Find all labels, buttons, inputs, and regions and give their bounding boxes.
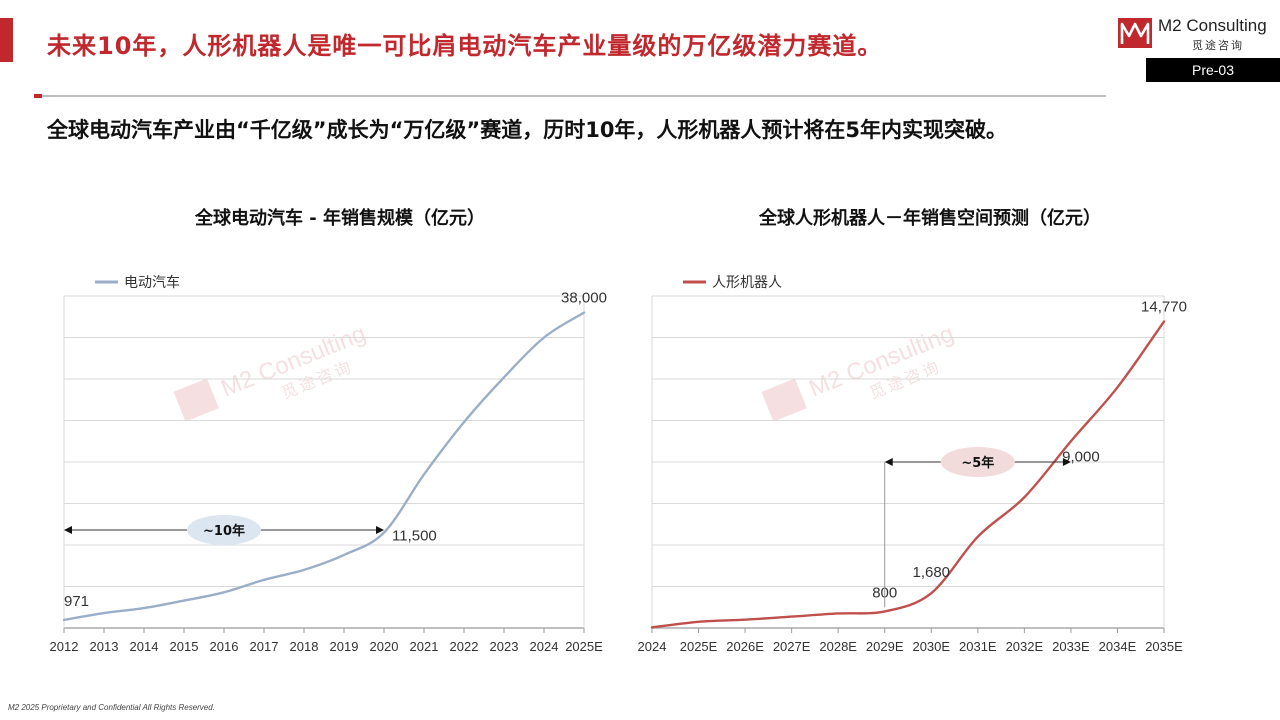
data-label: 9,000 bbox=[1062, 448, 1100, 465]
series-line bbox=[650, 320, 1166, 629]
x-tick-label: 2022 bbox=[450, 639, 479, 654]
annotation-label: ~5年 bbox=[961, 455, 994, 471]
x-tick-label: 2021 bbox=[410, 639, 439, 654]
annotation-arrow-head-right bbox=[376, 526, 384, 534]
x-tick-label: 2028E bbox=[819, 639, 857, 654]
ev-chart-title: 全球电动汽车 - 年销售规模（亿元） bbox=[194, 208, 485, 229]
data-label: 38,000 bbox=[561, 290, 607, 307]
x-tick-label: 2033E bbox=[1052, 639, 1090, 654]
annotation-arrow-head-left bbox=[64, 526, 72, 534]
page-number-badge: Pre-03 bbox=[1146, 58, 1280, 82]
x-tick-label: 2014 bbox=[130, 639, 159, 654]
x-tick-label: 2020 bbox=[370, 639, 399, 654]
slide-subtitle: 全球电动汽车产业由“千亿级”成长为“万亿级”赛道，历时10年，人形机器人预计将在… bbox=[47, 118, 1008, 142]
data-label: 971 bbox=[64, 593, 89, 610]
data-label: 11,500 bbox=[392, 528, 437, 545]
x-tick-label: 2012 bbox=[50, 639, 79, 654]
header-divider bbox=[34, 95, 1106, 97]
x-tick-label: 2025E bbox=[565, 639, 603, 654]
x-tick-label: 2031E bbox=[959, 639, 997, 654]
title-accent-bar bbox=[0, 18, 13, 62]
x-tick-label: 2035E bbox=[1145, 639, 1183, 654]
x-tick-label: 2019 bbox=[330, 639, 359, 654]
annotation-arrow-head-left bbox=[884, 458, 893, 466]
watermark-logo-icon bbox=[761, 378, 807, 422]
annotation-pill bbox=[940, 447, 1015, 477]
x-tick-label: 2023 bbox=[490, 639, 519, 654]
x-tick-label: 2034E bbox=[1099, 639, 1137, 654]
robot-chart-title: 全球人形机器人－年销售空间预测（亿元） bbox=[759, 208, 1101, 229]
watermark-logo-icon bbox=[173, 378, 219, 422]
m2-logo-icon bbox=[1118, 18, 1152, 48]
m2-consulting-logo: M2 Consulting 觅途咨询 bbox=[1118, 16, 1278, 52]
series-line bbox=[62, 311, 586, 622]
x-tick-label: 2017 bbox=[250, 639, 279, 654]
data-label: 1,680 bbox=[912, 564, 950, 581]
x-tick-label: 2024 bbox=[638, 639, 667, 654]
divider-accent bbox=[34, 94, 42, 98]
x-tick-label: 2013 bbox=[90, 639, 119, 654]
annotation-pill bbox=[187, 515, 261, 545]
x-tick-label: 2016 bbox=[210, 639, 239, 654]
x-tick-label: 2032E bbox=[1006, 639, 1044, 654]
page-title: 未来10年，人形机器人是唯一可比肩电动汽车产业量级的万亿级潜力赛道。 bbox=[47, 32, 883, 60]
logo-name: M2 Consulting bbox=[1158, 16, 1267, 35]
x-tick-label: 2018 bbox=[290, 639, 319, 654]
annotation-arrow-head-right bbox=[1062, 458, 1071, 466]
data-label: 14,770 bbox=[1141, 299, 1187, 316]
x-tick-label: 2015 bbox=[170, 639, 199, 654]
annotation-label: ~10年 bbox=[203, 523, 245, 539]
x-tick-label: 2029E bbox=[866, 639, 904, 654]
footer-copyright: M2 2025 Proprietary and Confidential All… bbox=[8, 703, 215, 712]
x-tick-label: 2027E bbox=[773, 639, 811, 654]
legend-label: 电动汽车 bbox=[124, 274, 180, 291]
x-tick-label: 2030E bbox=[912, 639, 950, 654]
x-tick-label: 2024 bbox=[530, 639, 559, 654]
legend-label: 人形机器人 bbox=[712, 275, 782, 291]
x-tick-label: 2025E bbox=[680, 639, 718, 654]
logo-subtitle: 觅途咨询 bbox=[1192, 39, 1244, 52]
x-tick-label: 2026E bbox=[726, 639, 764, 654]
